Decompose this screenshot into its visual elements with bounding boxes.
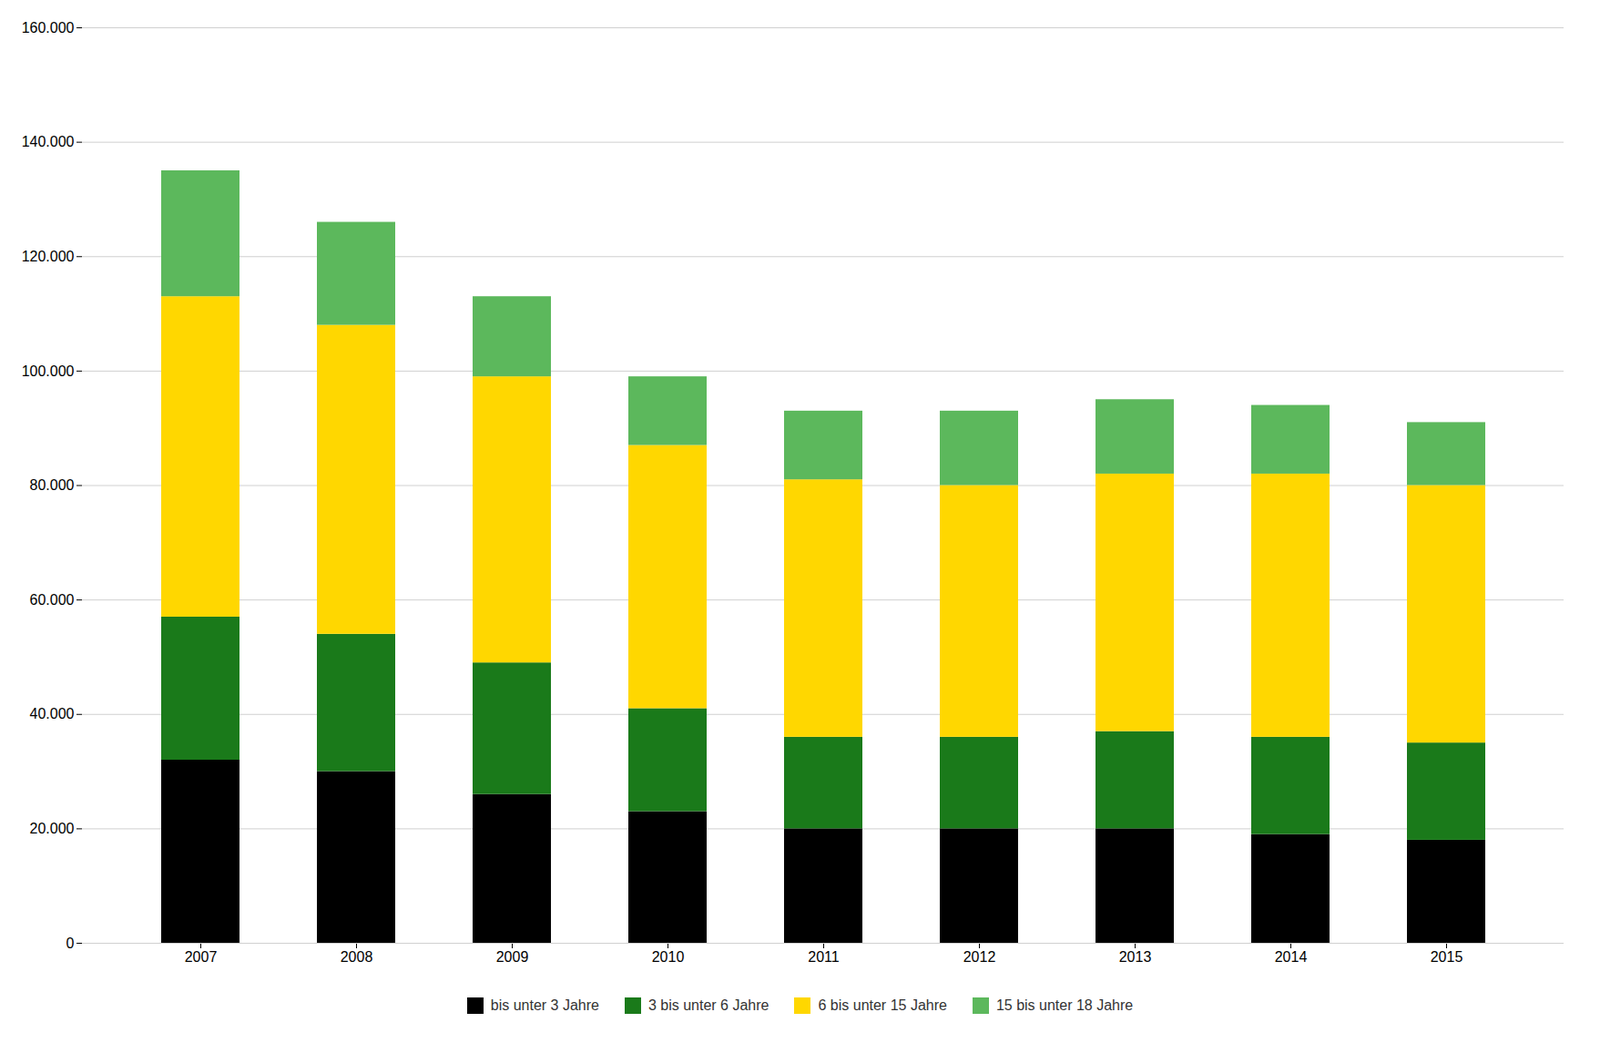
svg-text:120.000: 120.000 bbox=[21, 248, 75, 265]
svg-text:20.000: 20.000 bbox=[30, 820, 75, 836]
svg-text:2008: 2008 bbox=[340, 948, 374, 965]
html-text:3 bis unter 6 Jahre: 3 bis unter 6 Jahre bbox=[648, 997, 770, 1013]
svg-text:60.000: 60.000 bbox=[30, 591, 75, 608]
svg-text:0: 0 bbox=[66, 935, 75, 951]
svg-text:2014: 2014 bbox=[1274, 948, 1308, 965]
svg-text:2015: 2015 bbox=[1430, 948, 1464, 965]
svg-text:2012: 2012 bbox=[963, 948, 997, 965]
svg-text:40.000: 40.000 bbox=[30, 705, 75, 722]
svg-text:2011: 2011 bbox=[807, 948, 840, 965]
svg-text:2007: 2007 bbox=[184, 948, 218, 965]
html-text:bis unter 3 Jahre: bis unter 3 Jahre bbox=[490, 997, 600, 1013]
svg-text:80.000: 80.000 bbox=[30, 477, 75, 493]
svg-text:140.000: 140.000 bbox=[21, 133, 75, 150]
svg-text:2010: 2010 bbox=[652, 948, 685, 965]
svg-text:100.000: 100.000 bbox=[21, 362, 75, 378]
html-text:6 bis unter 15 Jahre: 6 bis unter 15 Jahre bbox=[818, 997, 947, 1013]
svg-text:2013: 2013 bbox=[1119, 948, 1152, 965]
html-text:15 bis unter 18 Jahre: 15 bis unter 18 Jahre bbox=[996, 997, 1134, 1013]
svg-text:160.000: 160.000 bbox=[21, 20, 75, 36]
svg-text:2009: 2009 bbox=[496, 948, 530, 965]
